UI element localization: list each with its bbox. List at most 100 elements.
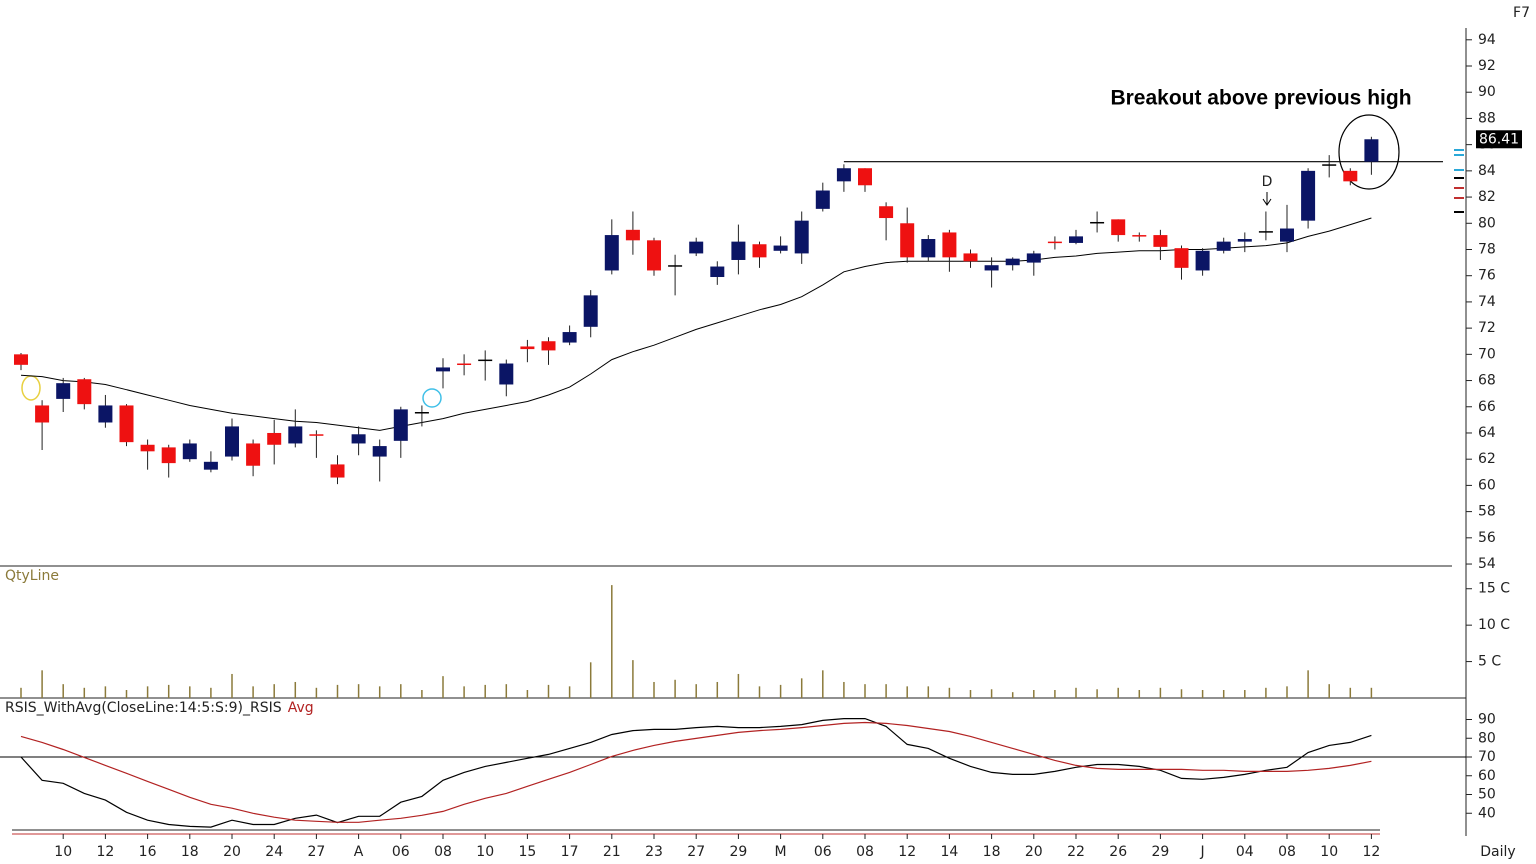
x-tick-label: 12 <box>96 844 114 860</box>
y-tick-label: 64 <box>1478 425 1496 441</box>
y-tick-label: 76 <box>1478 268 1496 284</box>
candle <box>267 419 282 465</box>
x-tick-label: 14 <box>940 844 958 860</box>
y-tick-label: 50 <box>1478 787 1496 803</box>
candle-body <box>710 266 725 278</box>
y-tick-label: 60 <box>1478 768 1496 784</box>
candle-body <box>1216 241 1231 251</box>
candle <box>794 211 809 264</box>
x-tick-label: 04 <box>1236 844 1254 860</box>
candle-body <box>1280 228 1294 242</box>
y-tick-label: 40 <box>1478 805 1496 821</box>
candle <box>858 168 872 192</box>
x-tick-label: 27 <box>307 844 325 860</box>
legend-entry: Avg <box>288 700 314 716</box>
arrow-head <box>1262 198 1272 206</box>
candle <box>668 254 683 296</box>
x-tick-label: 16 <box>139 844 157 860</box>
y-tick-label: 54 <box>1478 556 1496 572</box>
x-tick-label: 10 <box>54 844 72 860</box>
candle-body <box>436 367 450 372</box>
candle-body <box>1174 248 1189 268</box>
candle-body <box>182 443 197 460</box>
candle <box>1322 155 1337 178</box>
candle <box>1111 219 1126 242</box>
y-tick-label: 15 C <box>1478 581 1510 597</box>
candle-body <box>309 434 324 436</box>
candle <box>393 406 408 458</box>
corner-label: F7 <box>1513 5 1530 21</box>
candle <box>457 354 472 376</box>
price-label-box <box>1476 130 1522 149</box>
y-tick-label: 10 C <box>1478 617 1510 633</box>
candle <box>1364 136 1379 175</box>
candle-body <box>1258 231 1273 233</box>
y-tick-label: 58 <box>1478 504 1496 520</box>
y-tick-label: 80 <box>1478 730 1496 746</box>
candle-body <box>1026 253 1041 263</box>
x-tick-label: 20 <box>1025 844 1043 860</box>
candle <box>98 394 113 428</box>
candle <box>161 444 176 478</box>
candle-body <box>499 363 514 385</box>
candle-body <box>858 168 872 186</box>
y-tick-label: 88 <box>1478 110 1496 126</box>
candle-body <box>161 447 176 464</box>
y-tick-label: 68 <box>1478 373 1496 389</box>
rsi-line <box>20 718 1372 828</box>
candle <box>583 290 598 338</box>
candle-body <box>14 354 28 365</box>
x-tick-label: 10 <box>476 844 494 860</box>
candle <box>921 235 936 262</box>
y-tick-label: 82 <box>1478 189 1496 205</box>
candle-body <box>393 409 408 441</box>
y-tick-label: 90 <box>1478 84 1496 100</box>
candle-body <box>520 346 535 350</box>
candle-body <box>731 241 746 260</box>
candle <box>499 359 514 397</box>
candle-body <box>900 223 915 258</box>
x-tick-label: 06 <box>814 844 832 860</box>
candle <box>984 257 999 288</box>
x-tick-label: J <box>1200 844 1205 860</box>
x-tick-label: 24 <box>265 844 283 860</box>
candle-body <box>604 235 619 271</box>
candle-body <box>752 244 767 258</box>
candle <box>942 229 957 272</box>
candle-body <box>1047 241 1062 244</box>
x-tick-label: 18 <box>983 844 1001 860</box>
y-tick-label: 94 <box>1478 32 1496 48</box>
candle <box>203 451 218 473</box>
y-tick-label: 72 <box>1478 320 1496 336</box>
rsi-line <box>20 721 1372 823</box>
moving-average <box>20 217 1372 431</box>
x-tick-label: 15 <box>518 844 536 860</box>
x-tick-label: 10 <box>1320 844 1338 860</box>
candle <box>436 358 450 389</box>
candle <box>1258 211 1273 241</box>
x-tick-label: 22 <box>1067 844 1085 860</box>
candle <box>35 400 50 451</box>
highlight <box>21 375 41 401</box>
x-tick-label: 23 <box>645 844 663 860</box>
candle <box>562 325 577 346</box>
candle-body <box>794 220 809 254</box>
x-tick-label: 08 <box>856 844 874 860</box>
candle <box>1153 229 1168 260</box>
candle <box>815 182 830 212</box>
candle <box>182 439 197 462</box>
x-tick-label: M <box>775 844 787 860</box>
y-tick-label: 92 <box>1478 58 1496 74</box>
candle-body <box>1132 235 1147 237</box>
candle <box>246 439 261 477</box>
candle <box>710 261 725 285</box>
candle <box>119 404 134 447</box>
candle <box>309 430 324 458</box>
candle <box>1005 257 1020 271</box>
candle <box>414 405 429 427</box>
candle-body <box>35 405 50 423</box>
candle <box>56 377 71 413</box>
candle-body <box>351 434 366 444</box>
x-tick-label: 12 <box>898 844 916 860</box>
y-tick-label: 70 <box>1478 749 1496 765</box>
